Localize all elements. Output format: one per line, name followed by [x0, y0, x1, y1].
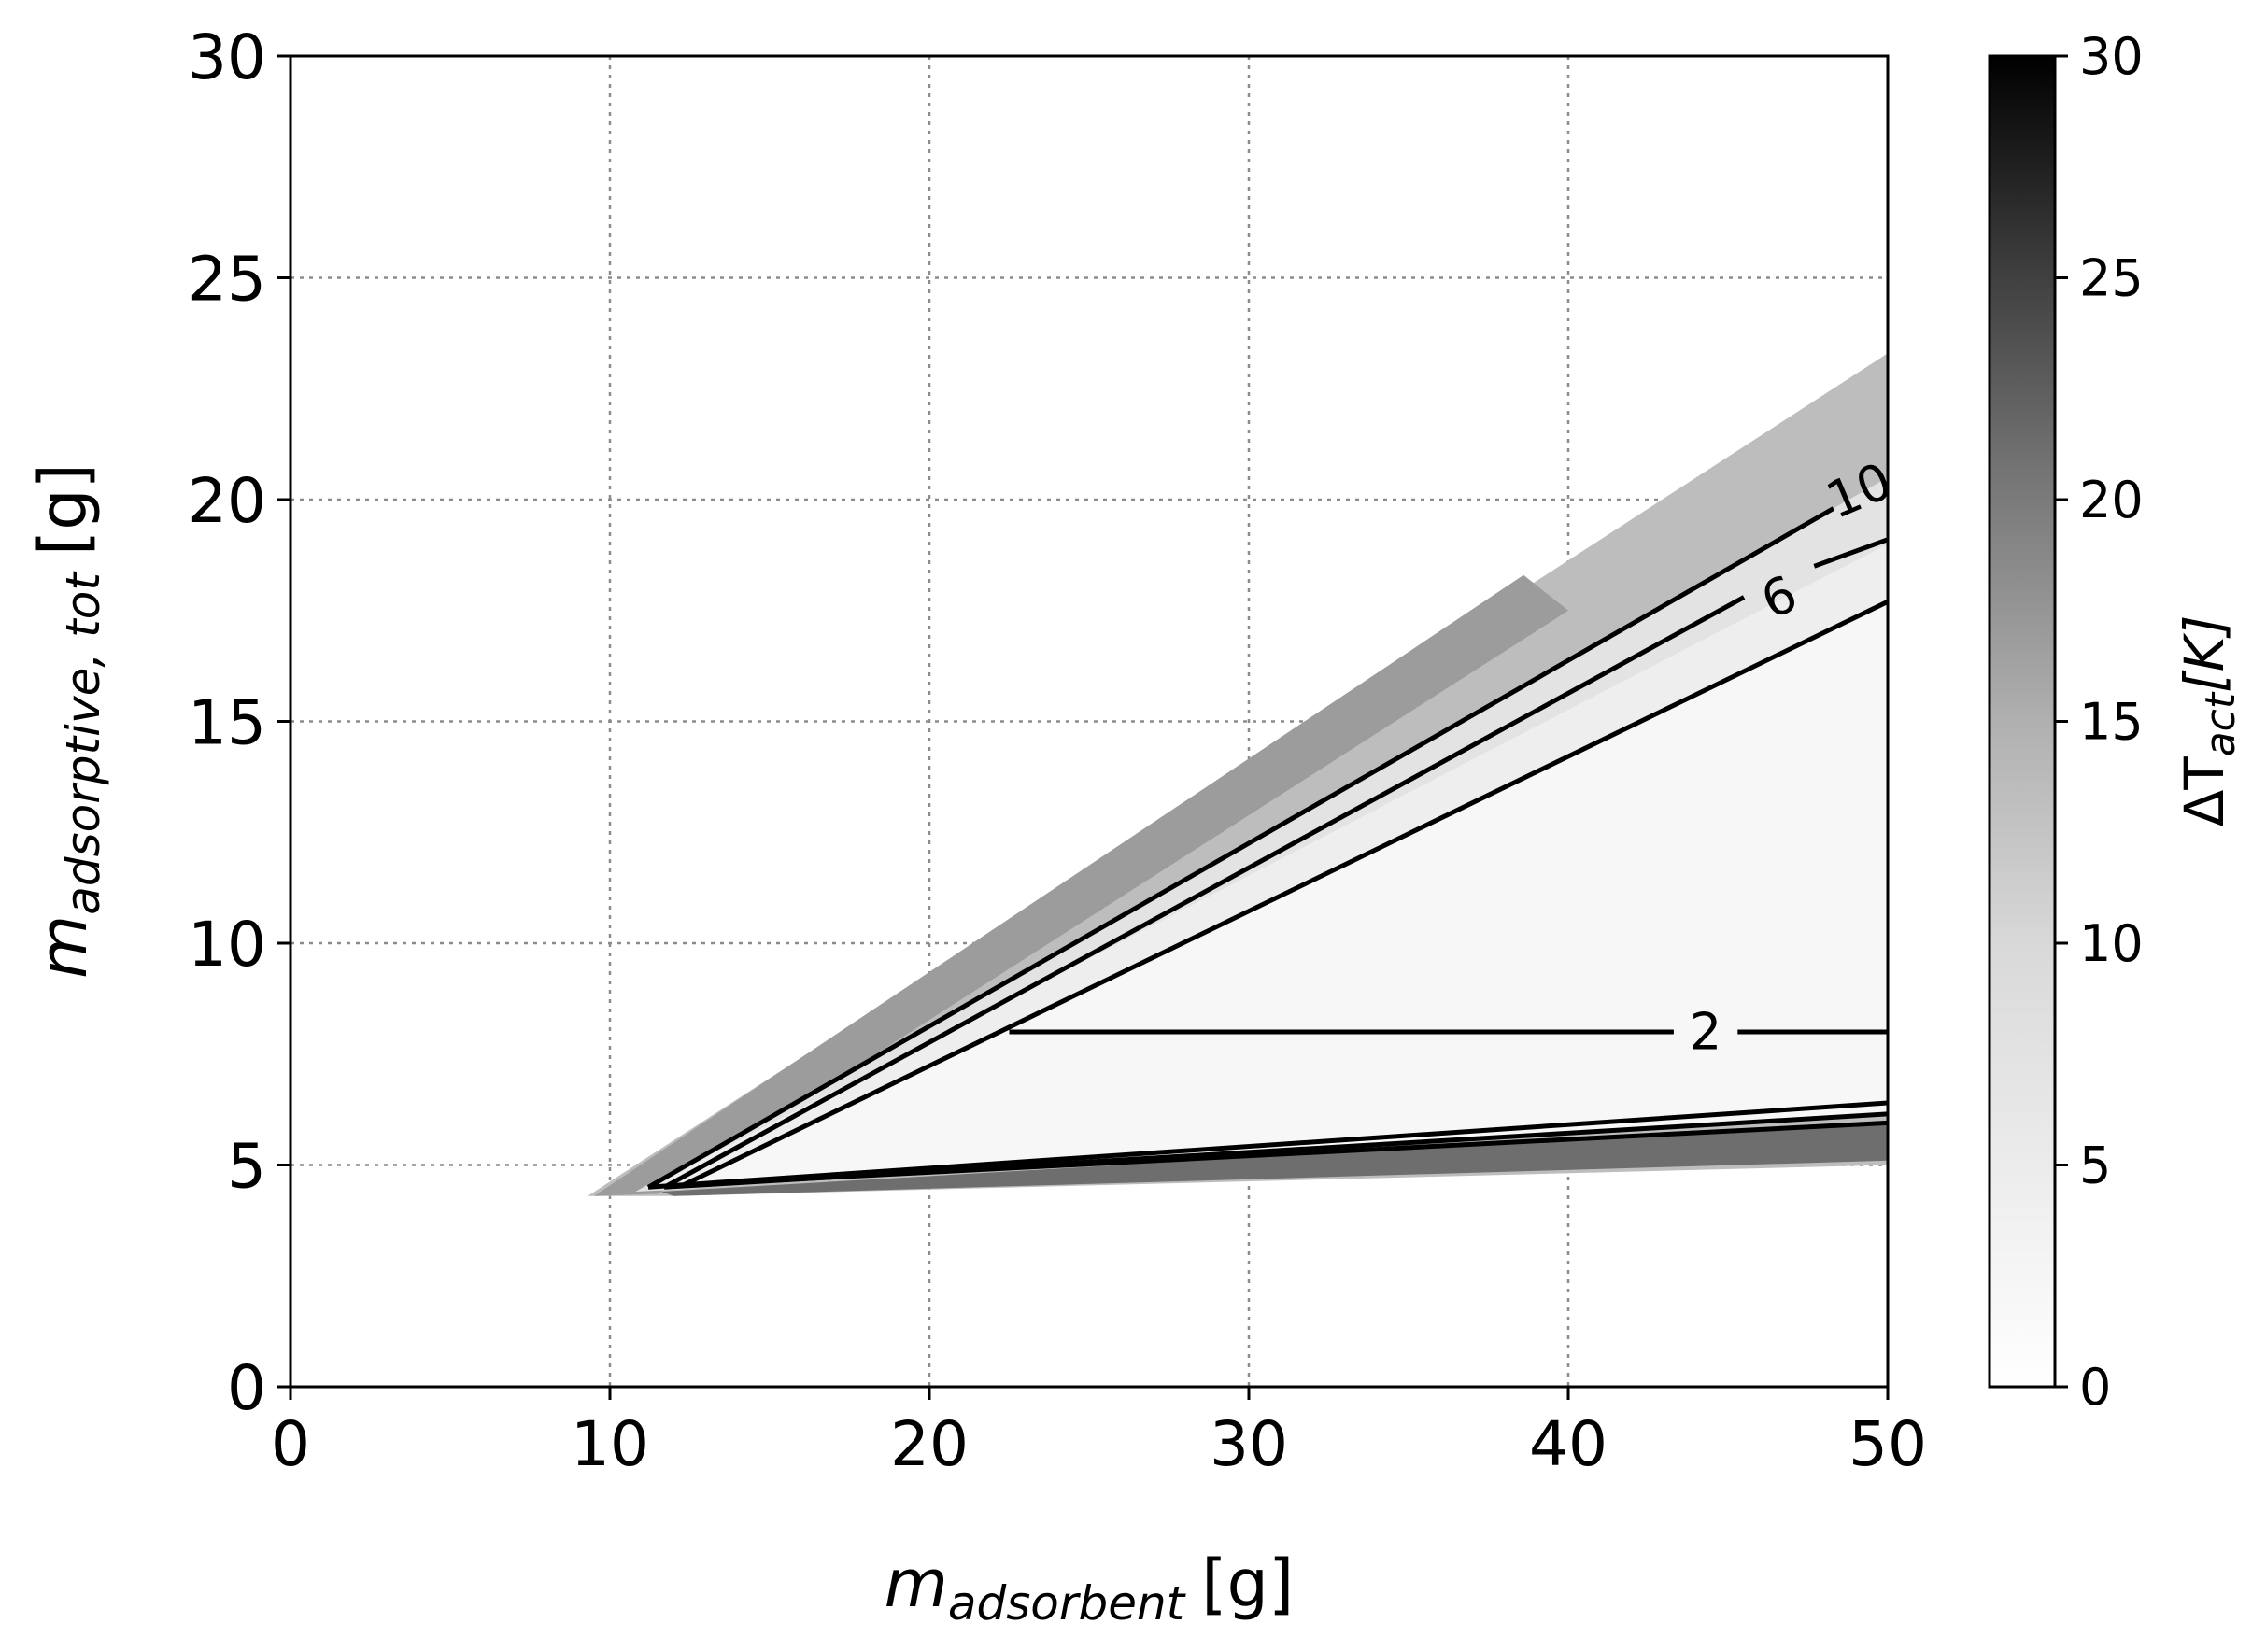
x-axis-ticks: 0 10 20 30 40 50: [271, 1387, 1927, 1480]
colorbar-tick-label: 10: [2079, 914, 2144, 973]
colorbar-tick-label: 15: [2079, 693, 2144, 752]
colorbar-tick-label: 30: [2079, 27, 2144, 86]
y-tick-label: 25: [188, 244, 266, 316]
contour-line: [662, 595, 1746, 1190]
contour-line: [682, 600, 1888, 1188]
x-tick-label: 20: [890, 1408, 969, 1480]
contour-line: [647, 1100, 1888, 1190]
contour-lines: [646, 482, 1888, 1190]
colorbar-title: ΔTact[K]: [2173, 615, 2245, 827]
y-tick-label: 5: [227, 1131, 266, 1203]
y-axis-ticks: 0 5 10 15 20 25 30: [188, 21, 290, 1424]
contour-line: [1813, 537, 1888, 569]
x-tick-label: 10: [571, 1408, 649, 1480]
contour-label-2: 2: [1690, 1003, 1721, 1062]
y-axis-title: madsorptive, tot[g]: [25, 463, 110, 979]
x-axis-title: madsorbent [g]: [885, 1546, 1295, 1631]
y-tick-label: 0: [227, 1352, 266, 1424]
x-tick-label: 40: [1529, 1408, 1608, 1480]
colorbar-tick-label: 5: [2079, 1137, 2111, 1195]
contour-line: [646, 506, 1835, 1190]
y-tick-label: 10: [188, 909, 266, 981]
filled-contour-level-15: [593, 574, 1568, 1196]
colorbar-tick-label: 20: [2079, 471, 2144, 529]
colorbar-ticks: 0 5 10 15 20 25 30: [2055, 27, 2144, 1417]
y-tick-label: 30: [188, 21, 266, 93]
x-tick-label: 0: [271, 1408, 310, 1480]
contour-line: [683, 1120, 1888, 1188]
y-tick-label: 15: [188, 687, 266, 759]
x-tick-label: 50: [1848, 1408, 1927, 1480]
y-tick-label: 20: [188, 465, 266, 537]
x-tick-label: 30: [1210, 1408, 1288, 1480]
filled-contours: [588, 353, 1888, 1196]
colorbar-tick-label: 0: [2079, 1358, 2111, 1417]
colorbar-tick-label: 25: [2079, 249, 2144, 308]
colorbar: [1988, 54, 2057, 1389]
